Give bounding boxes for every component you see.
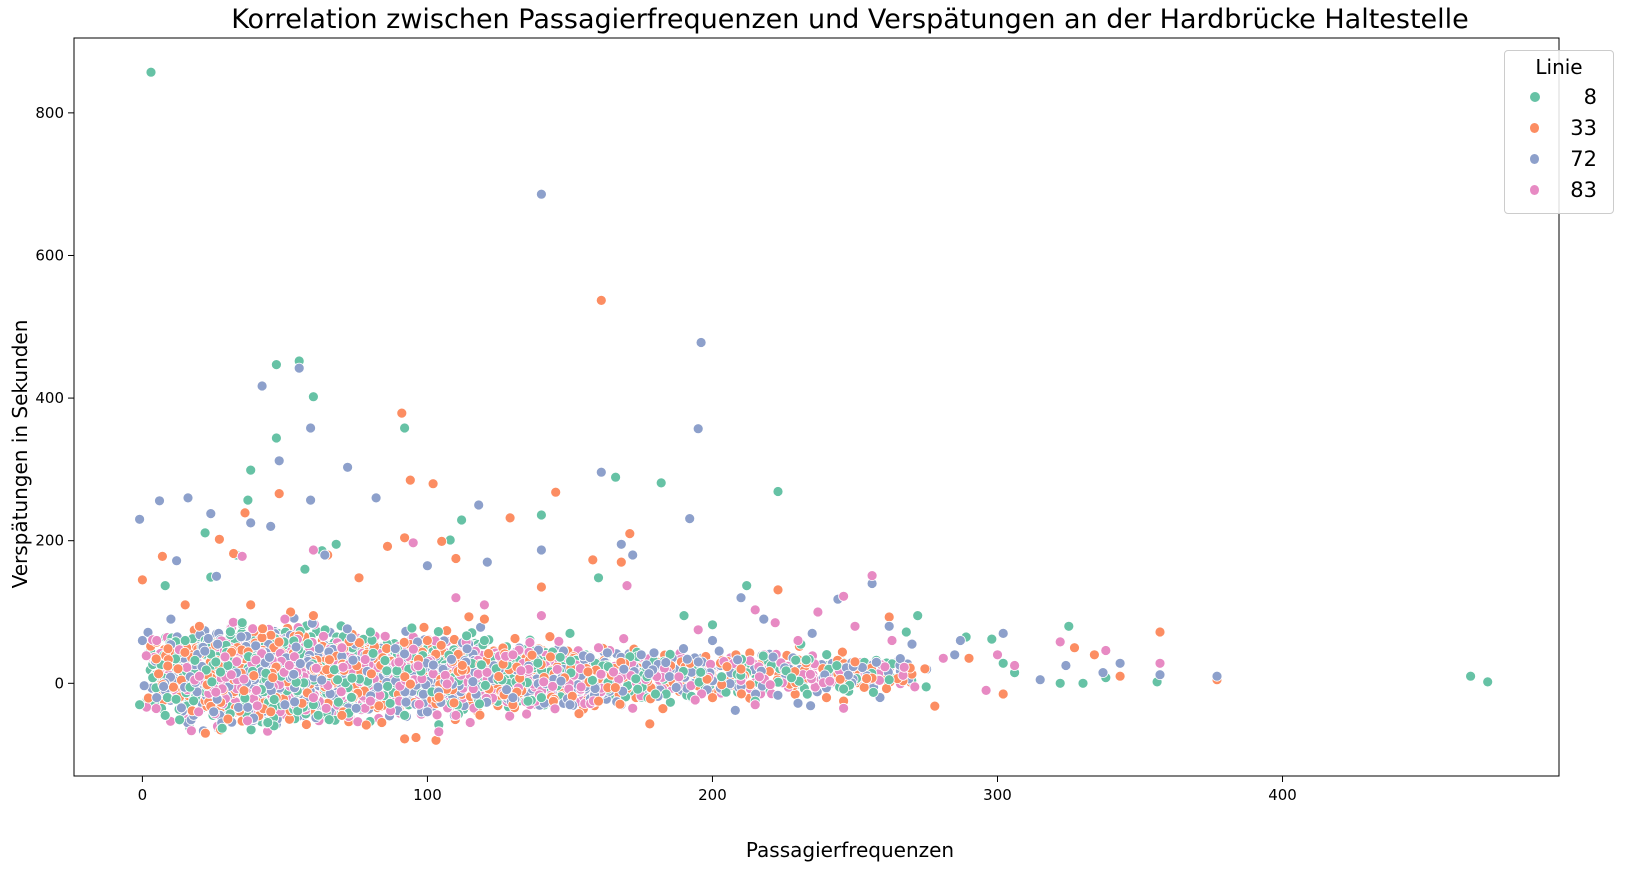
point-83 [521, 708, 532, 720]
point-8 [790, 654, 802, 666]
point-8 [800, 654, 812, 666]
point-72 [660, 657, 672, 668]
point-83 [595, 668, 607, 680]
point-33 [744, 679, 756, 691]
point-8 [461, 630, 473, 642]
point-72 [681, 653, 693, 665]
point-83 [553, 636, 565, 647]
point-72 [678, 643, 689, 654]
point-72 [648, 647, 660, 659]
point-8 [821, 649, 833, 660]
point-8 [432, 626, 444, 637]
point-8 [161, 692, 173, 703]
point-33 [199, 727, 211, 739]
point-8 [665, 696, 676, 708]
point-83 [140, 650, 152, 662]
point-8 [224, 626, 236, 638]
point-72 [732, 654, 743, 666]
point-72 [138, 680, 150, 692]
point-33 [265, 629, 277, 641]
point-72 [313, 643, 325, 654]
point-8 [188, 695, 200, 707]
point-33 [919, 663, 931, 675]
point-33 [657, 703, 669, 714]
point-33 [573, 708, 585, 719]
point-83 [879, 661, 891, 673]
point-33 [858, 682, 870, 693]
point-33 [509, 633, 521, 644]
point-83 [379, 630, 391, 642]
point-33 [398, 637, 410, 648]
point-83 [805, 669, 816, 680]
point-72 [805, 700, 816, 712]
point-72 [233, 702, 244, 713]
point-72 [235, 631, 247, 643]
point-83 [227, 616, 239, 628]
point-8 [406, 622, 418, 634]
chart-title: Korrelation zwischen Passagierfrequenzen… [231, 4, 1469, 35]
point-8 [801, 688, 813, 700]
point-83 [431, 709, 443, 721]
point-33 [418, 622, 430, 633]
point-8 [323, 714, 335, 725]
point-33 [837, 646, 848, 658]
point-33 [614, 698, 626, 710]
point-72 [871, 656, 882, 668]
point-33 [448, 697, 460, 709]
point-83 [150, 703, 162, 714]
point-8 [245, 724, 257, 736]
point-33 [360, 719, 372, 731]
point-33 [300, 719, 312, 730]
point-33 [544, 631, 556, 642]
point-83 [618, 633, 630, 644]
point-83 [242, 715, 253, 727]
point-83 [318, 630, 329, 642]
point-72 [670, 682, 682, 693]
points-layer [134, 66, 1494, 746]
point-72 [345, 632, 357, 644]
point-8 [868, 687, 879, 698]
point-83 [504, 710, 516, 722]
point-8 [174, 714, 186, 726]
point-72 [713, 645, 725, 657]
point-33 [721, 661, 733, 672]
